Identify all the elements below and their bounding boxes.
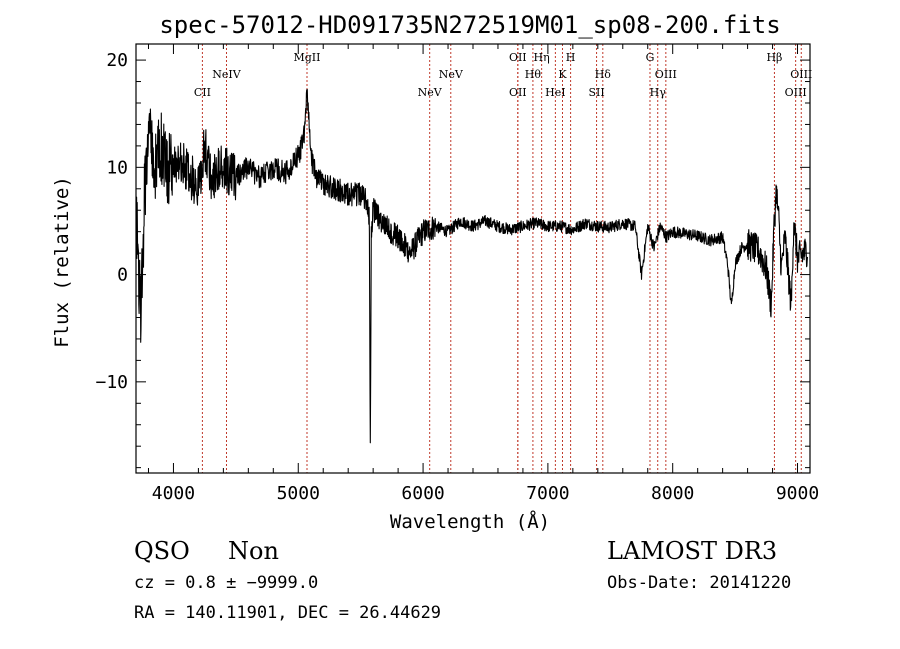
x-tick-label: 6000	[401, 483, 444, 504]
line-label: CII	[194, 86, 211, 99]
line-label: G	[646, 51, 655, 64]
x-axis-label: Wavelength (Å)	[390, 510, 550, 533]
line-label: OII	[509, 86, 527, 99]
x-tick-label: 9000	[776, 483, 819, 504]
redshift-value: cz = 0.8 ± −9999.0	[134, 573, 319, 593]
line-label: Hθ	[525, 68, 542, 81]
line-label: OII	[509, 51, 527, 64]
line-label: Hδ	[595, 68, 612, 81]
y-tick-label: −10	[95, 372, 128, 393]
object-class: QSO	[134, 537, 190, 565]
line-label: Hη	[534, 51, 550, 64]
coordinates-value: RA = 140.11901, DEC = 26.44629	[134, 603, 442, 623]
y-tick-label: 20	[106, 50, 128, 71]
line-label: MgII	[293, 51, 320, 64]
line-label: SII	[588, 86, 604, 99]
y-axis-label: Flux (relative)	[51, 176, 73, 348]
spectrum-trace	[135, 89, 809, 444]
chart-title: spec-57012-HD091735N272519M01_sp08-200.f…	[159, 11, 780, 39]
line-label: OIII	[785, 86, 807, 99]
object-subclass: Non	[228, 537, 279, 565]
emission-line-markers	[201, 44, 802, 473]
x-tick-label: 8000	[651, 483, 694, 504]
line-label: NeV	[439, 68, 464, 81]
plot-frame	[135, 43, 811, 474]
y-tick-label: 10	[106, 157, 128, 178]
line-label: H	[566, 51, 576, 64]
line-label: Hβ	[766, 51, 782, 64]
survey-name: LAMOST DR3	[607, 537, 778, 565]
x-tick-label: 7000	[526, 483, 569, 504]
line-label: HeI	[545, 86, 565, 99]
x-tick-label: 5000	[277, 483, 320, 504]
y-tick-label: 0	[117, 265, 128, 286]
line-label: K	[558, 68, 567, 81]
line-label: NeIV	[212, 68, 241, 81]
x-axis-ticks: 4000 5000 6000 7000 8000 9000	[147, 44, 819, 504]
x-tick-label: 4000	[152, 483, 195, 504]
line-label: Hγ	[650, 86, 667, 99]
line-label: NeV	[418, 86, 443, 99]
line-label: OIII	[655, 68, 677, 81]
y-axis-ticks: −10 0 10 20	[95, 50, 810, 469]
observation-date: Obs-Date: 20141220	[607, 573, 792, 593]
line-label: OIII	[790, 68, 812, 81]
